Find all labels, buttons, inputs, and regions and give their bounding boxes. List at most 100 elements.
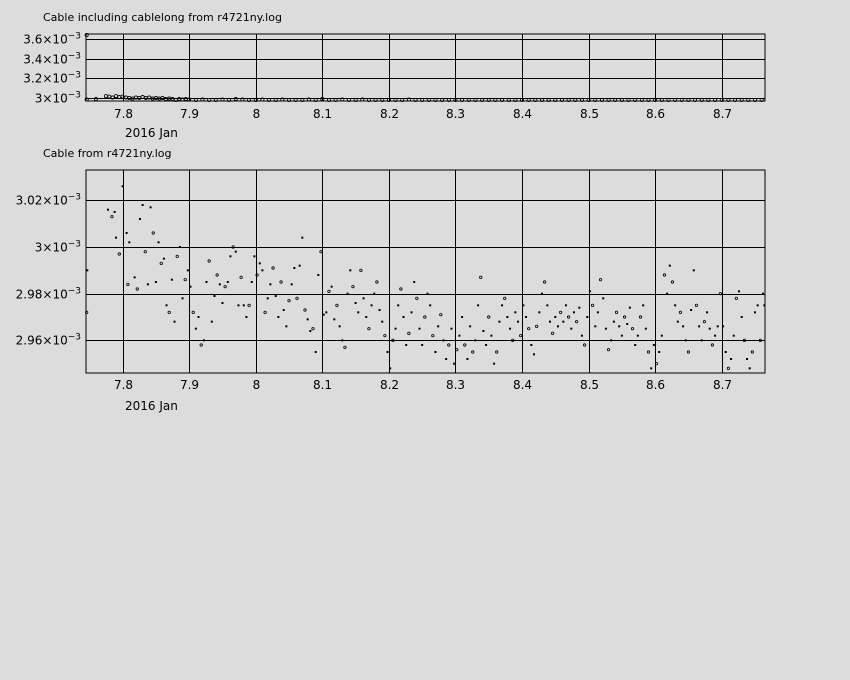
data-point xyxy=(486,98,491,103)
data-point xyxy=(599,98,604,103)
x-tick-label: 7.9 xyxy=(180,107,199,121)
data-point xyxy=(326,98,331,103)
data-point xyxy=(313,98,318,103)
data-point xyxy=(386,98,391,103)
data-point xyxy=(306,318,309,321)
data-point xyxy=(740,316,743,318)
data-point xyxy=(253,255,256,258)
data-point xyxy=(527,327,531,331)
data-point xyxy=(386,351,389,353)
data-point xyxy=(620,334,623,337)
data-point xyxy=(606,98,611,103)
data-point xyxy=(724,351,727,353)
top-xlabel: 2016 Jan xyxy=(125,126,178,140)
data-point xyxy=(659,98,664,103)
data-point xyxy=(612,320,615,323)
data-point xyxy=(739,98,744,103)
data-point xyxy=(191,310,195,314)
x-tick-label: 8.5 xyxy=(580,378,599,392)
data-point xyxy=(514,311,517,314)
data-point xyxy=(713,98,718,103)
data-point xyxy=(753,98,758,103)
data-point xyxy=(498,320,501,323)
x-tick-label: 7.8 xyxy=(114,378,133,392)
data-point xyxy=(263,310,267,314)
data-point xyxy=(234,250,237,253)
data-point xyxy=(694,303,699,307)
data-point xyxy=(580,334,583,337)
data-point xyxy=(746,98,751,103)
x-tick-label: 7.9 xyxy=(180,378,199,392)
data-point xyxy=(622,315,627,319)
data-point xyxy=(458,334,461,337)
data-point xyxy=(582,343,587,347)
data-point xyxy=(646,350,651,354)
top-panel: Cable including cablelong from r4721ny.l… xyxy=(23,11,766,140)
data-point xyxy=(373,292,376,295)
data-point xyxy=(126,282,130,286)
data-point xyxy=(754,311,757,314)
data-point xyxy=(490,334,493,337)
data-point xyxy=(730,358,733,360)
data-point xyxy=(708,327,711,330)
bottom-xtick-labels: 7.8 7.9 8 8.1 8.2 8.3 8.4 8.5 8.6 8.7 xyxy=(114,378,732,392)
data-point xyxy=(543,280,547,284)
data-point xyxy=(662,273,667,277)
x-tick-label: 8.2 xyxy=(380,378,399,392)
data-point xyxy=(513,98,518,103)
data-point xyxy=(333,98,338,103)
data-point xyxy=(546,98,551,103)
data-point xyxy=(546,304,549,307)
data-point xyxy=(271,266,275,270)
data-point xyxy=(702,320,707,324)
data-point xyxy=(474,339,477,342)
data-point xyxy=(267,98,272,103)
x-tick-label: 8.2 xyxy=(380,107,399,121)
data-point xyxy=(493,362,496,365)
data-point xyxy=(471,350,475,354)
data-point xyxy=(163,97,168,102)
data-point xyxy=(233,97,238,102)
data-point xyxy=(213,98,218,103)
data-point xyxy=(684,339,687,342)
data-point xyxy=(223,285,227,289)
data-point xyxy=(573,98,578,103)
data-point xyxy=(693,98,698,103)
data-point xyxy=(253,98,258,103)
data-point xyxy=(756,304,759,307)
data-point xyxy=(314,351,317,353)
data-point xyxy=(570,327,573,330)
data-point xyxy=(338,325,341,328)
data-point xyxy=(437,325,440,328)
data-point xyxy=(375,280,379,284)
data-point xyxy=(450,327,453,330)
x-tick-label: 8 xyxy=(253,107,261,121)
data-point xyxy=(287,299,291,303)
data-point xyxy=(530,344,533,346)
data-point xyxy=(596,311,599,314)
data-point xyxy=(668,264,671,267)
top-chart-title: Cable including cablelong from r4721ny.l… xyxy=(43,11,282,24)
data-point xyxy=(106,208,109,211)
data-point xyxy=(330,285,333,288)
data-point xyxy=(157,241,160,244)
data-point xyxy=(654,362,659,366)
top-ytick-labels: 3×10−3 3.2×10−3 3.4×10−3 3.6×10−3 xyxy=(23,32,81,106)
data-point xyxy=(540,292,543,295)
data-point xyxy=(237,304,240,307)
data-point xyxy=(103,94,108,99)
y-tick-label: 2.98×10−3 xyxy=(16,287,81,302)
data-point xyxy=(699,98,704,103)
data-point xyxy=(159,261,163,265)
data-point xyxy=(274,295,277,297)
data-point xyxy=(418,327,421,330)
data-point xyxy=(277,316,280,318)
data-point xyxy=(734,296,738,300)
data-point xyxy=(231,245,235,249)
data-point xyxy=(579,98,584,103)
data-point xyxy=(207,259,211,263)
data-point xyxy=(506,98,511,103)
data-point xyxy=(638,315,643,319)
data-point xyxy=(440,98,445,103)
